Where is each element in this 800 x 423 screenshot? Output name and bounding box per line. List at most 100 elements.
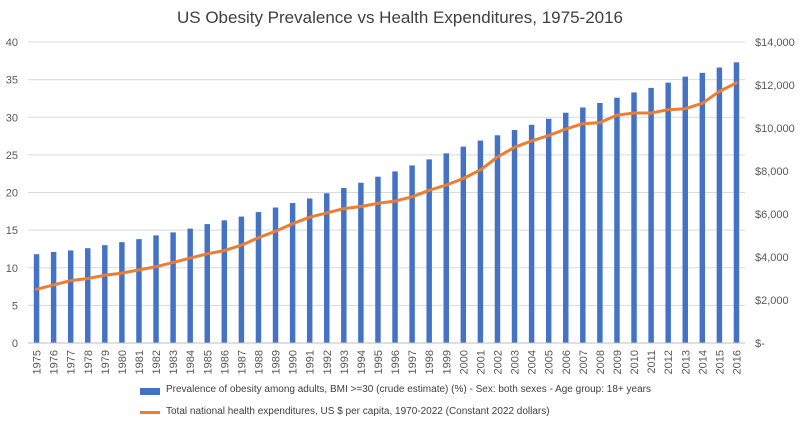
bar-obesity-1992: [324, 193, 330, 343]
bar-obesity-1991: [306, 198, 313, 343]
y-right-tick-label: $12,000: [755, 80, 795, 92]
y-left-tick-label: 15: [6, 225, 18, 237]
y-right-tick-label: $8,000: [755, 166, 789, 178]
bar-obesity-1998: [426, 159, 432, 343]
x-tick-label: 1981: [134, 350, 146, 374]
x-tick-label: 1984: [185, 350, 197, 374]
bar-obesity-2006: [563, 112, 569, 343]
y-right-tick-label: $6,000: [755, 209, 789, 221]
x-tick-label: 1975: [32, 350, 44, 374]
x-tick-label: 2004: [527, 350, 539, 374]
y-right-tick-label: $14,000: [755, 37, 795, 49]
bar-obesity-1979: [102, 245, 108, 343]
x-tick-label: 2015: [714, 350, 726, 374]
bar-obesity-1975: [33, 254, 40, 343]
bar-obesity-1980: [119, 242, 125, 343]
y-left-tick-label: 10: [6, 263, 18, 275]
bar-obesity-1996: [392, 171, 398, 343]
line-health-expenditures: [35, 81, 738, 291]
x-tick-label: 2013: [680, 350, 692, 374]
axes: 0 5 10 15 20 25 30 35 40 $- $2,000 $4,000 $6,000 $8,0…: [6, 37, 795, 374]
x-tick-label: 2000: [458, 350, 470, 374]
bar-obesity-1987: [238, 216, 245, 343]
bar-obesity-2001: [477, 140, 484, 343]
x-tick-label: 1986: [219, 350, 231, 374]
x-tick-label: 1998: [424, 350, 436, 374]
bar-obesity-2000: [460, 146, 467, 343]
y-right-tick-label: $2,000: [755, 295, 789, 307]
y-left-tick-label: 20: [6, 188, 18, 200]
x-tick-label: 1997: [407, 350, 419, 374]
x-tick-label: 2003: [510, 350, 522, 374]
bar-obesity-1999: [443, 153, 449, 343]
bar-obesity-2011: [648, 87, 654, 343]
legend-swatch-bar: [140, 388, 160, 395]
x-tick-label: 1978: [83, 350, 95, 374]
x-tick-label: 1991: [305, 350, 317, 374]
x-tick-label: 2008: [595, 350, 607, 374]
bar-obesity-1983: [170, 232, 176, 343]
x-tick-label: 1996: [390, 350, 402, 374]
bar-obesity-2016: [733, 62, 740, 343]
x-tick-label: 2016: [731, 350, 743, 374]
x-tick-label: 2012: [663, 350, 675, 374]
x-tick-label: 1979: [100, 350, 112, 374]
y-left-tick-label: 30: [6, 112, 18, 124]
bar-obesity-1995: [375, 176, 381, 343]
bar-obesity-2007: [580, 107, 586, 343]
y-left-tick-label: 0: [12, 338, 18, 350]
bar-obesity-2015: [716, 67, 723, 344]
x-tick-label: 1977: [66, 350, 78, 374]
bar-obesity-1977: [67, 250, 74, 343]
line-series: [35, 81, 738, 291]
bar-obesity-1981: [136, 239, 142, 343]
bar-obesity-1982: [153, 235, 159, 343]
x-tick-label: 2006: [561, 350, 573, 374]
x-tick-label: 1983: [168, 350, 180, 374]
x-tick-label: 1985: [202, 350, 214, 374]
chart-title: US Obesity Prevalence vs Health Expendit…: [176, 8, 624, 27]
legend-label-expenditures: Total national health expenditures, US $…: [166, 406, 550, 417]
x-tick-label: 1994: [356, 350, 368, 374]
x-tick-label: 2011: [646, 350, 658, 374]
bar-obesity-2003: [511, 130, 518, 343]
legend-swatch-line: [140, 411, 160, 414]
x-tick-label: 1995: [373, 350, 385, 374]
bar-obesity-1990: [289, 203, 296, 343]
bar-obesity-2010: [631, 92, 637, 343]
bar-obesity-1978: [85, 248, 91, 343]
y-left-tick-label: 25: [6, 150, 18, 162]
bar-obesity-2002: [494, 135, 501, 343]
gridlines: [28, 41, 745, 344]
bar-series: [33, 62, 740, 344]
y-left-tick-label: 40: [6, 37, 18, 49]
x-tick-label: 1999: [441, 350, 453, 374]
bar-obesity-1997: [409, 165, 415, 343]
bar-obesity-1988: [255, 212, 262, 343]
x-tick-label: 2002: [492, 350, 504, 374]
x-tick-label: 2009: [612, 350, 624, 374]
bar-obesity-1986: [221, 220, 228, 343]
x-tick-label: 1989: [271, 350, 283, 374]
bar-obesity-1976: [50, 251, 57, 343]
x-tick-label: 1990: [288, 350, 300, 374]
bar-obesity-2008: [597, 102, 603, 343]
bar-obesity-2012: [665, 82, 671, 343]
x-tick-label: 2014: [697, 350, 709, 374]
x-tick-label: 2010: [629, 350, 641, 374]
y-left-tick-label: 35: [6, 75, 18, 87]
x-tick-label: 1988: [253, 350, 265, 374]
y-right-tick-label: $10,000: [755, 123, 795, 135]
x-tick-label: 1976: [49, 350, 61, 374]
x-tick-label: 1993: [339, 350, 351, 374]
bar-obesity-1989: [272, 207, 279, 343]
bar-obesity-1984: [187, 228, 193, 343]
y-left-tick-label: 5: [12, 300, 18, 312]
x-tick-label: 1980: [117, 350, 129, 374]
y-right-tick-label: $-: [755, 338, 765, 350]
x-tick-label: 2007: [578, 350, 590, 374]
legend-label-obesity: Prevalence of obesity among adults, BMI …: [166, 384, 651, 395]
x-tick-label: 2001: [475, 350, 487, 374]
bar-obesity-1993: [341, 187, 347, 343]
